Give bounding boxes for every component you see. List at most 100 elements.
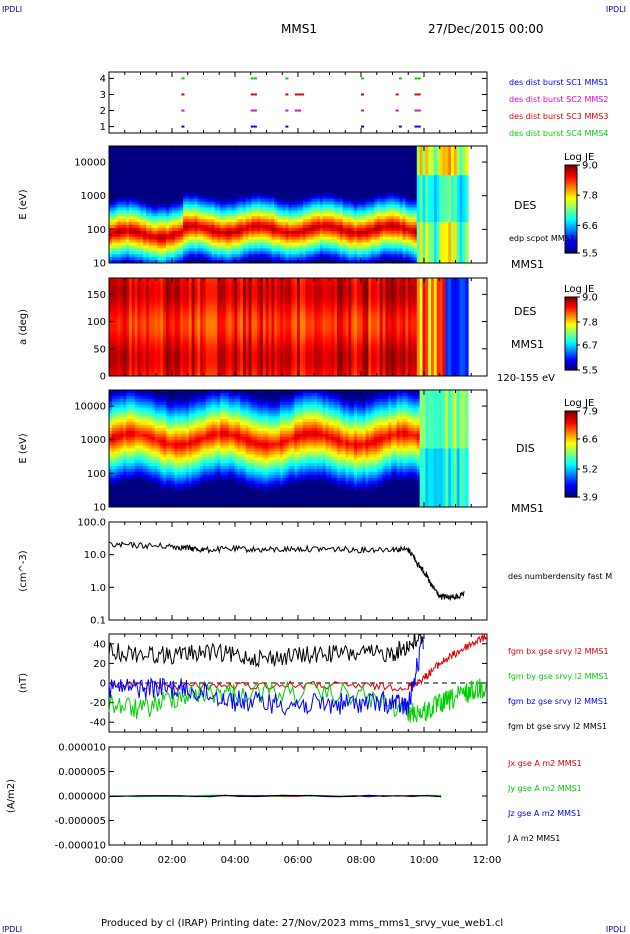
burst-mark [417, 109, 421, 112]
spectrogram-cell [114, 222, 119, 226]
spectrogram-cell [188, 172, 193, 176]
spectrogram-cell [157, 222, 161, 226]
spectrogram-cell [299, 184, 304, 188]
spectrogram-cell [251, 224, 255, 229]
spectrogram-cell [402, 166, 406, 170]
spectrogram-cell [339, 210, 344, 214]
spectrogram-cell [123, 219, 127, 223]
spectrogram-cell [271, 195, 275, 200]
spectrogram-cell [183, 227, 187, 232]
spectrogram-cell [319, 198, 324, 203]
spectrogram-cell [317, 257, 321, 261]
spectrogram-cell [168, 216, 173, 220]
spectrogram-cell [291, 230, 295, 235]
spectrogram-cell [208, 163, 213, 167]
spectrogram-cell [148, 230, 153, 235]
spectrogram-cell [257, 251, 261, 255]
spectrogram-cell [166, 195, 170, 200]
spectrogram-cell [265, 213, 270, 217]
spectrogram-cell [128, 201, 133, 205]
spectrogram-cell [260, 178, 264, 182]
spectrogram-cell [126, 175, 130, 179]
spectrogram-cell [416, 201, 421, 205]
spectrogram-cell [348, 184, 352, 188]
spectrogram-cell [137, 222, 141, 226]
spectrogram-cell [131, 178, 136, 182]
spectrogram-cell [382, 207, 386, 211]
spectrogram-cell [356, 239, 361, 244]
spectrogram-cell [311, 210, 315, 214]
spectrogram-cell [436, 236, 441, 241]
spectrogram-cell [128, 181, 133, 185]
spectrogram-cell [294, 213, 298, 217]
spectrogram-cell [197, 245, 201, 249]
spectrogram-cell [351, 189, 355, 194]
spectrogram-cell [411, 169, 415, 173]
spectrogram-cell [354, 227, 358, 232]
spectrogram-cell [436, 219, 441, 223]
spectrogram-cell [174, 146, 178, 150]
spectrogram-cell [339, 195, 344, 200]
spectrogram-cell [123, 198, 127, 203]
spectrogram-cell [148, 224, 153, 229]
spectrogram-cell [143, 186, 147, 191]
spectrogram-cell [317, 201, 321, 205]
spectrogram-cell [277, 233, 281, 238]
spectrogram-cell [376, 192, 381, 197]
spectrogram-cell [451, 227, 455, 232]
spectrogram-cell [436, 222, 441, 226]
spectrogram-cell [240, 148, 244, 153]
spectrogram-cell [305, 210, 309, 214]
spectrogram-cell [205, 204, 210, 208]
spectrogram-cell [453, 254, 458, 258]
spectrogram-cell [114, 254, 119, 258]
spectrogram-cell [453, 172, 458, 176]
spectrogram-cell [245, 195, 250, 200]
spectrogram-cell [322, 204, 327, 208]
spectrogram-cell [365, 148, 369, 153]
spectrogram-cell [356, 236, 361, 241]
spectrogram-cell [177, 175, 181, 179]
spectrogram-cell [251, 207, 255, 211]
spectrogram-cell [433, 216, 438, 220]
spectrogram-cell [248, 201, 252, 205]
spectrogram-cell [242, 157, 247, 162]
spectrogram-cell [242, 166, 247, 170]
spectrogram-cell [422, 172, 426, 176]
spectrogram-cell [146, 172, 150, 176]
spectrogram-cell [225, 175, 230, 179]
spectrogram-cell [237, 248, 241, 252]
spectrogram-cell [205, 178, 210, 182]
spectrogram-cell [302, 257, 307, 261]
spectrogram-cell [248, 224, 252, 229]
spectrogram-cell [171, 184, 176, 188]
spectrogram-cell [254, 219, 258, 223]
spectrogram-cell [277, 157, 281, 162]
spectrogram-cell [240, 260, 244, 264]
spectrogram-cell [248, 219, 252, 223]
spectrogram-cell [302, 236, 307, 241]
spectrogram-cell [194, 245, 198, 249]
spectrogram-cell [297, 230, 301, 235]
spectrogram-cell [200, 154, 204, 159]
spectrogram-cell [317, 216, 321, 220]
spectrogram-cell [402, 201, 406, 205]
spectrogram-cell [126, 207, 130, 211]
spectrogram-cell [419, 181, 423, 185]
spectrogram-cell [262, 242, 267, 246]
spectrogram-cell [185, 257, 190, 261]
spectrogram-cell [197, 169, 201, 173]
spectrogram-cell [433, 207, 438, 211]
spectrogram-cell [356, 166, 361, 170]
spectrogram-cell [208, 192, 213, 197]
spectrogram-cell [282, 222, 287, 226]
spectrogram-cell [362, 236, 366, 241]
spectrogram-cell [211, 236, 215, 241]
spectrogram-cell [208, 227, 213, 232]
spectrogram-cell [319, 178, 324, 182]
spectrogram-cell [188, 169, 193, 173]
spectrogram-cell [260, 242, 264, 246]
spectrogram-cell [200, 172, 204, 176]
spectrogram-cell [299, 175, 304, 179]
spectrogram-cell [251, 260, 255, 264]
